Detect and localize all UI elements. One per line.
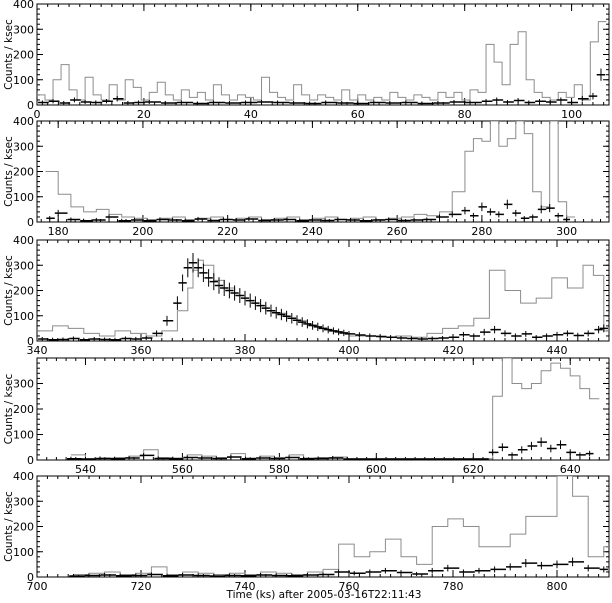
y-tick-label: 400 (13, 470, 34, 483)
x-tick-label: 80 (458, 108, 472, 121)
black-series-line (38, 261, 608, 341)
x-tick-label: 440 (547, 344, 568, 357)
panel-4: 0 100 200 300 540 560 580 600 620 640 Counts / kse… (3, 357, 610, 476)
x-tick-label: 360 (131, 344, 152, 357)
x-tick-label: 280 (471, 225, 492, 238)
y-tick-label: 100 (13, 546, 34, 559)
x-tick-label: 580 (269, 463, 290, 476)
y-tick-label: 300 (13, 259, 34, 272)
y-tick-label: 400 (13, 234, 34, 247)
y-tick-label: 100 (13, 310, 34, 323)
x-tick-label: 40 (244, 108, 258, 121)
x-tick-label: 540 (75, 463, 96, 476)
black-series-line (69, 561, 608, 577)
y-tick-label: 100 (13, 429, 34, 442)
data-layer (45, 121, 576, 222)
y-tick-label: 400 (13, 0, 34, 11)
x-tick-label: 700 (27, 580, 48, 593)
gray-series-line (45, 121, 576, 220)
plot-frame (36, 475, 610, 578)
y-tick-label: 0 (27, 99, 34, 112)
y-tick-label: 200 (13, 49, 34, 62)
y-tick-label: 200 (13, 285, 34, 298)
gray-series-line (37, 259, 609, 338)
x-tick-label: 0 (34, 108, 41, 121)
panel-5: 0 100 200 300 400 700 720 740 760 780 800 Counts / … (3, 470, 610, 593)
x-tick-label: 380 (235, 344, 256, 357)
x-tick-label: 720 (131, 580, 152, 593)
x-tick-label: 640 (560, 463, 581, 476)
y-tick-label: 0 (27, 335, 34, 348)
x-tick-label: 420 (443, 344, 464, 357)
y-tick-label: 400 (13, 115, 34, 128)
y-tick-label: 100 (13, 74, 34, 87)
y-tick-label: 200 (13, 403, 34, 416)
y-tick-label: 0 (27, 454, 34, 467)
y-tick-label: 300 (13, 140, 34, 153)
plot-frame (36, 357, 610, 461)
panel-3: 0 100 200 300 400 340 360 380 400 420 440 Counts / … (3, 234, 610, 357)
x-tick-label: 180 (48, 225, 69, 238)
y-axis-label: Counts / ksec (3, 255, 15, 326)
x-tick-label: 300 (556, 225, 577, 238)
x-tick-label: 20 (137, 108, 151, 121)
x-tick-label: 740 (235, 580, 256, 593)
y-axis-label: Counts / ksec (3, 136, 15, 207)
x-tick-label: 620 (463, 463, 484, 476)
y-tick-label: 0 (27, 216, 34, 229)
x-tick-label: 800 (547, 580, 568, 593)
data-layer (37, 21, 607, 105)
y-tick-label: 200 (13, 166, 34, 179)
black-series-line (67, 441, 594, 460)
y-axis-label: Counts / ksec (3, 491, 15, 562)
gray-series-line (37, 21, 607, 101)
data-layer (67, 358, 600, 460)
x-tick-label: 760 (339, 580, 360, 593)
x-tick-label: 780 (443, 580, 464, 593)
x-tick-label: 560 (172, 463, 193, 476)
data-layer (37, 252, 609, 341)
y-tick-label: 300 (13, 495, 34, 508)
x-tick-label: 340 (27, 344, 48, 357)
gray-series-line (73, 476, 609, 575)
x-tick-label: 200 (132, 225, 153, 238)
x-tick-label: 220 (217, 225, 238, 238)
plot-frame (36, 120, 610, 223)
x-tick-label: 400 (339, 344, 360, 357)
y-tick-label: 100 (13, 191, 34, 204)
x-tick-label: 600 (366, 463, 387, 476)
black-series-line (38, 73, 606, 105)
x-tick-label: 240 (302, 225, 323, 238)
black-series-line (46, 203, 571, 222)
gray-series-line (70, 358, 600, 460)
y-tick-label: 200 (13, 521, 34, 534)
y-tick-label: 0 (27, 571, 34, 584)
x-tick-label: 260 (387, 225, 408, 238)
data-layer (69, 476, 609, 577)
x-tick-label: 60 (351, 108, 365, 121)
y-axis-label: Counts / ksec (3, 19, 15, 90)
y-tick-label: 300 (13, 378, 34, 391)
y-tick-label: 300 (13, 23, 34, 36)
x-axis-label: Time (ks) after 2005-03-16T22:11:43 (226, 589, 422, 601)
x-tick-label: 100 (561, 108, 582, 121)
y-axis-label: Counts / ksec (3, 373, 15, 444)
plot-frame (36, 3, 610, 106)
